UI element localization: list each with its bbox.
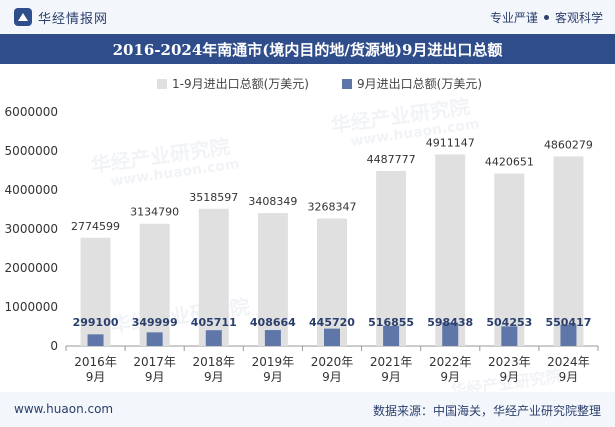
tagline-left: 专业严谨	[489, 11, 538, 25]
data-label-total-2: 3518597	[189, 191, 238, 204]
data-label-month-4: 445720	[309, 316, 355, 329]
data-label-total-7: 4420651	[485, 156, 534, 169]
data-label-month-7: 504253	[486, 316, 532, 329]
bar-total-3	[257, 213, 288, 346]
tagline: 专业严谨 客观科学	[490, 9, 603, 26]
bar-total-5	[376, 170, 407, 346]
x-tick-label-8-0: 2024年	[547, 355, 590, 369]
y-tick-label-2: 2000000	[5, 261, 58, 275]
bar-month-1	[146, 332, 163, 346]
x-tick-label-0-0: 2016年	[74, 355, 117, 369]
data-label-total-6: 4911147	[426, 136, 475, 149]
bar-month-3	[264, 330, 281, 346]
data-label-month-3: 408664	[250, 316, 296, 329]
y-tick-label-1: 1000000	[5, 300, 58, 314]
x-tick-label-5-1: 9月	[381, 370, 401, 384]
x-tick-label-8-1: 9月	[559, 370, 579, 384]
footer-source: 数据来源：中国海关，华经产业研究院整理	[372, 404, 601, 418]
bar-total-0	[80, 237, 111, 346]
bar-month-6	[442, 322, 459, 346]
bar-chart: 1-9月进出口总额(万美元) 9月进出口总额(万美元) 0 1000000 200000…	[5, 77, 599, 384]
brand-name: 华经情报网	[38, 11, 109, 27]
tagline-right: 客观科学	[554, 11, 603, 25]
legend-swatch-0	[157, 79, 167, 89]
data-label-total-8: 4860279	[544, 138, 593, 151]
footer-url[interactable]: www.huaon.com	[14, 402, 114, 416]
bar-month-5	[383, 325, 400, 346]
data-label-month-8: 550417	[545, 316, 591, 329]
bar-total-1	[139, 223, 170, 346]
title-bar: 2016-2024年南通市(境内目的地/货源地)9月进出口总额	[0, 34, 615, 64]
x-tick-label-7-1: 9月	[500, 370, 520, 384]
data-label-total-1: 3134790	[130, 206, 179, 219]
x-tick-label-0-1: 9月	[86, 370, 106, 384]
y-tick-label-4: 4000000	[5, 183, 58, 197]
y-tick-label-3: 3000000	[5, 222, 58, 236]
x-tick-label-6-1: 9月	[440, 370, 460, 384]
data-label-month-0: 299100	[73, 316, 119, 329]
y-tick-label-6: 6000000	[5, 105, 58, 119]
data-label-total-0: 2774599	[71, 220, 120, 233]
bar-total-2	[198, 208, 229, 346]
x-tick-label-6-0: 2022年	[429, 355, 472, 369]
top-bar: 华经情报网 专业严谨 客观科学	[0, 0, 615, 34]
brand[interactable]: 华经情报网	[14, 7, 108, 27]
data-label-total-4: 3268347	[308, 201, 357, 214]
x-tick-label-2-1: 9月	[204, 370, 224, 384]
data-label-total-3: 3408349	[248, 195, 297, 208]
y-tick-label-0: 0	[50, 339, 58, 353]
legend-swatch-1	[342, 79, 352, 89]
data-label-total-5: 4487777	[367, 153, 416, 166]
legend-label-0: 1-9月进出口总额(万美元)	[172, 77, 309, 91]
data-label-month-5: 516855	[368, 316, 414, 329]
bar-month-8	[560, 324, 577, 346]
legend-label-1: 9月进出口总额(万美元)	[357, 77, 482, 91]
x-tick-label-3-1: 9月	[263, 370, 283, 384]
x-tick-label-2-0: 2018年	[193, 355, 236, 369]
x-tick-label-5-0: 2021年	[370, 355, 413, 369]
data-label-month-2: 405711	[191, 316, 237, 329]
bar-total-7	[494, 173, 525, 346]
y-tick-label-5: 5000000	[5, 144, 58, 158]
bar-month-0	[87, 334, 104, 346]
bar-month-2	[205, 330, 222, 346]
bar-total-4	[317, 218, 347, 346]
footer: www.huaon.com 数据来源：中国海关，华经产业研究院整理	[0, 392, 615, 427]
x-tick-label-1-1: 9月	[145, 370, 165, 384]
x-tick-label-3-0: 2019年	[252, 355, 295, 369]
x-tick-label-4-0: 2020年	[311, 355, 354, 369]
data-label-month-1: 349999	[132, 316, 178, 329]
bar-total-6	[435, 154, 466, 346]
x-tick-label-7-0: 2023年	[488, 355, 531, 369]
x-tick-label-1-0: 2017年	[133, 355, 176, 369]
separator-dot-icon	[543, 15, 549, 20]
bar-total-8	[553, 156, 584, 346]
chart-title: 2016-2024年南通市(境内目的地/货源地)9月进出口总额	[112, 40, 503, 59]
data-label-month-6: 598438	[427, 316, 473, 329]
huajing-logo-icon	[14, 8, 32, 26]
bar-month-7	[501, 326, 518, 346]
bar-month-4	[324, 328, 340, 346]
x-tick-label-4-1: 9月	[322, 370, 342, 384]
